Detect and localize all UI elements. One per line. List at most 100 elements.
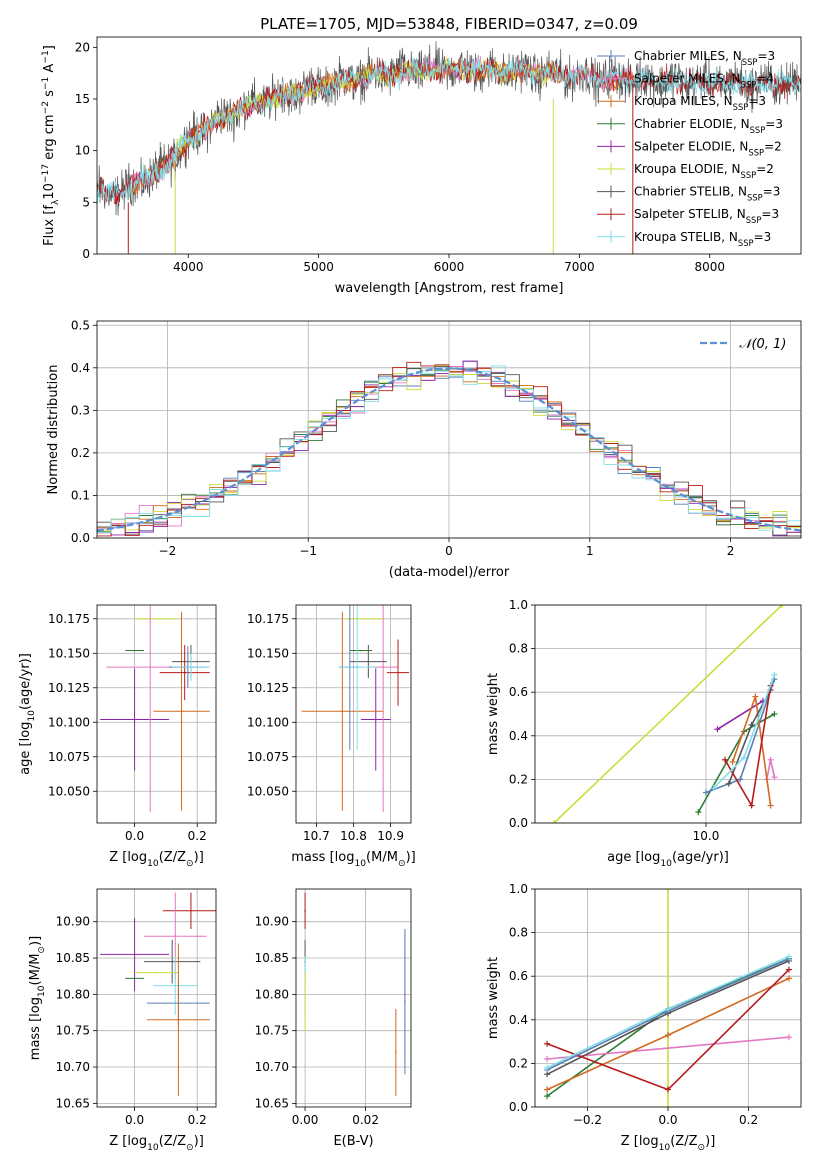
series-marker <box>725 780 732 787</box>
data-point <box>341 710 344 713</box>
y-tick-label: 0.8 <box>509 642 528 656</box>
y-tick-label: 10.075 <box>247 750 289 764</box>
y-axis-label: Normed distribution <box>46 365 61 495</box>
data-point <box>155 617 158 620</box>
legend-entry: Chabrier MILES, NSSP=3 <box>634 49 775 67</box>
y-axis-label: mass [log10(M/M⊙)] <box>28 936 47 1060</box>
x-tick-label: 0.0 <box>658 1113 677 1127</box>
y-tick-label: 0.6 <box>509 685 528 699</box>
y-tick-label: 10.100 <box>48 715 90 729</box>
data-point <box>374 718 377 721</box>
y-tick-label: 10.85 <box>56 951 90 965</box>
axes-frame <box>534 888 802 1108</box>
x-tick-label: 0.0 <box>125 1113 144 1127</box>
y-tick-label: 0.2 <box>509 772 528 786</box>
y-tick-label: 0.5 <box>71 318 90 332</box>
y-tick-label: 10.125 <box>247 681 289 695</box>
y-tick-label: 10.100 <box>247 715 289 729</box>
legend-entry: Salpeter MILES, NSSP=4 <box>634 72 774 90</box>
y-tick-label: 0 <box>82 247 90 261</box>
series-marker <box>665 1005 671 1012</box>
plot-area <box>551 605 785 823</box>
chart-age_vs_mass: 10.7 10.8 10.9 10.050 10.075 10.100 10.125 10.1… <box>247 604 416 869</box>
y-tick-label: 0.4 <box>509 729 528 743</box>
series-line-salpeter_miles <box>547 1036 789 1060</box>
y-axis-label: Flux [fλ10−17 erg cm−2 s−1 A−1] <box>41 45 61 246</box>
plot-area <box>544 889 792 1107</box>
y-tick-label: 10.90 <box>255 915 289 929</box>
series-marker <box>544 1093 551 1100</box>
series-marker <box>752 693 759 700</box>
x-axis-label: Z [log10(Z/Z⊙)] <box>109 850 204 869</box>
y-tick-label: 10.050 <box>247 784 289 798</box>
axes-frame <box>96 320 802 539</box>
x-tick-label: 7000 <box>564 260 595 274</box>
y-tick-label: 10.125 <box>48 681 90 695</box>
grid <box>97 889 216 1107</box>
x-tick-label: 10.8 <box>340 829 367 843</box>
series-marker <box>710 785 717 792</box>
y-tick-label: 1.0 <box>509 882 528 896</box>
chart-age_vs_Z: 0.0 0.2 10.050 10.075 10.100 10.125 10.150 10.1… <box>18 604 217 869</box>
x-tick-label: 0.00 <box>292 1113 319 1127</box>
y-tick-label: 10.80 <box>56 987 90 1001</box>
series-marker <box>767 802 774 809</box>
y-tick-label: 10 <box>75 144 90 158</box>
y-tick-label: 10.175 <box>247 612 289 626</box>
y-axis-label: mass weight <box>486 957 501 1039</box>
series-marker <box>737 776 744 783</box>
y-tick-label: 0.0 <box>509 816 528 830</box>
x-tick-label: 0.2 <box>188 829 207 843</box>
data-point <box>155 971 158 974</box>
series-marker <box>771 711 778 717</box>
x-tick-label: 0.0 <box>125 829 144 843</box>
legend-entry: Salpeter ELODIE, NSSP=2 <box>634 139 782 157</box>
y-tick-label: 20 <box>75 40 90 54</box>
data-point <box>183 671 186 674</box>
series-marker <box>703 789 709 796</box>
y-tick-label: 10.150 <box>48 646 90 660</box>
series-marker <box>785 966 792 973</box>
data-point <box>171 960 173 963</box>
series-marker <box>748 721 755 728</box>
data-point <box>133 953 136 956</box>
x-tick-label: 8000 <box>694 260 725 274</box>
series-marker <box>748 802 755 809</box>
series-marker <box>665 889 671 892</box>
spectrum-model-salpeter-miles <box>127 55 633 189</box>
x-tick-label: 10.9 <box>377 829 404 843</box>
data-point <box>190 910 192 912</box>
series-marker <box>544 1056 551 1063</box>
plot-area <box>97 360 801 538</box>
data-point <box>174 935 177 938</box>
axes-frame <box>295 888 412 1108</box>
y-tick-label: 10.175 <box>48 612 90 626</box>
y-tick-label: 10.050 <box>48 784 90 798</box>
series-marker <box>544 1064 551 1071</box>
chart-mass_weight_vs_age: 10.0 0.0 0.2 0.4 0.6 0.8 1.0 age [log10(age/yr)… <box>486 598 802 869</box>
series-marker <box>722 756 728 763</box>
y-tick-label: 10.70 <box>56 1060 90 1074</box>
y-tick-label: 10.90 <box>56 915 90 929</box>
chart-spectrum: 4000 5000 6000 7000 8000 0 5 10 15 20 wavelength [… <box>41 36 802 296</box>
x-tick-label: −2 <box>159 544 177 558</box>
y-tick-label: 10.75 <box>255 1024 289 1038</box>
series-marker <box>665 1086 671 1093</box>
series-marker <box>551 820 557 823</box>
legend: Chabrier MILES, NSSP=3 Salpeter MILES, NS… <box>597 49 783 248</box>
chart-mass_weight_vs_Z: −0.2 0.0 0.2 0.0 0.2 0.4 0.6 0.8 1.0 Z [log10(Z/Z… <box>486 882 802 1153</box>
data-point <box>133 977 136 980</box>
y-tick-label: 1.0 <box>509 598 528 612</box>
legend-entry: Kroupa MILES, NSSP=3 <box>634 94 766 112</box>
y-tick-label: 10.75 <box>56 1024 90 1038</box>
y-axis-label: mass weight <box>486 673 501 755</box>
axes-frame <box>96 888 217 1108</box>
legend-entry: 𝒩(0, 1) <box>739 337 786 352</box>
y-tick-label: 10.65 <box>56 1096 90 1110</box>
series-marker <box>771 671 778 678</box>
legend-entry: Kroupa ELODIE, NSSP=2 <box>634 162 774 180</box>
legend-entry: Salpeter STELIB, NSSP=3 <box>634 207 779 225</box>
series-line-kroupa_elodie <box>553 605 783 823</box>
